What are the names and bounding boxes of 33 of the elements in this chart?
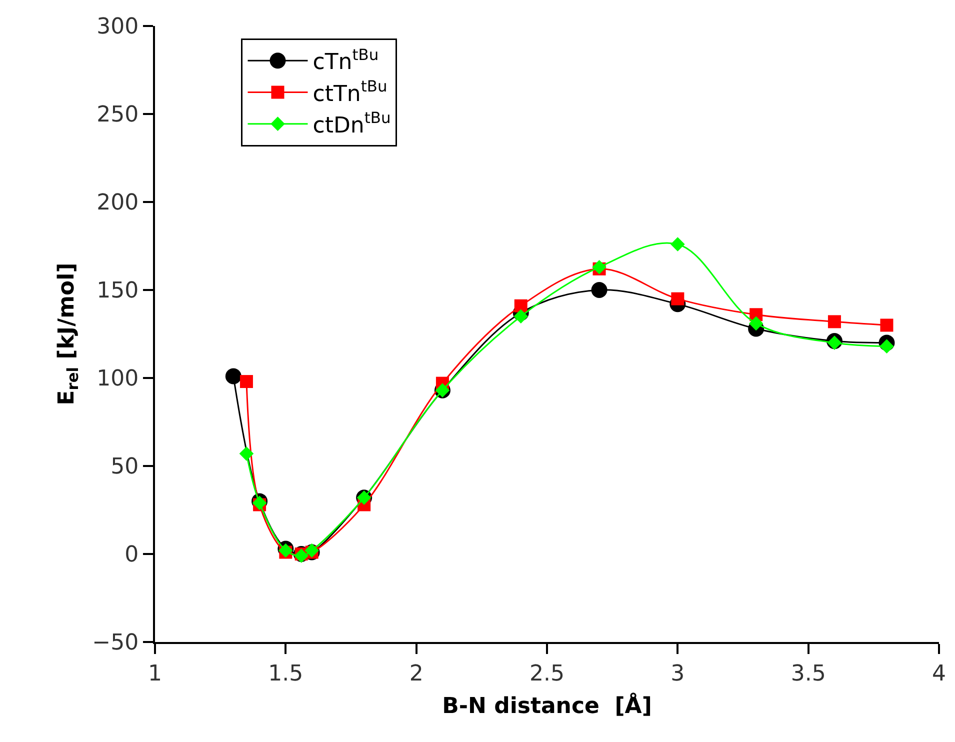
- legend-label: cTn$^{tBu}$: [312, 46, 379, 76]
- x-tick-label: 3.5: [790, 661, 826, 686]
- legend-label: ctDn$^{tBu}$: [312, 109, 391, 138]
- point: [514, 309, 528, 324]
- x-tick-label: 1: [148, 661, 162, 686]
- point: [239, 446, 254, 461]
- point: [225, 368, 242, 384]
- point: [670, 237, 685, 252]
- point: [591, 282, 608, 298]
- point: [592, 260, 606, 274]
- point: [880, 318, 894, 332]
- y-tick-label: 300: [96, 14, 139, 40]
- point: [828, 315, 841, 328]
- x-tick-label: 2: [409, 661, 424, 686]
- y-tick-label: 0: [124, 542, 139, 568]
- y-tick-label: −50: [92, 630, 139, 656]
- point: [294, 548, 308, 563]
- point: [240, 375, 253, 388]
- point: [671, 292, 684, 306]
- x-tick-label: 4: [932, 661, 946, 686]
- point: [514, 299, 528, 312]
- y-tick-label: 200: [96, 190, 139, 216]
- y-tick-label: 250: [96, 102, 139, 128]
- legend-label: ctTn$^{tBu}$: [312, 78, 388, 107]
- x-tick-label: 2.5: [530, 661, 564, 686]
- point: [880, 339, 894, 354]
- x-axis-title: B-N distance [Å]: [442, 692, 652, 719]
- y-tick-label: 100: [96, 366, 139, 392]
- y-tick-label: 150: [96, 278, 139, 304]
- y-tick-label: 50: [110, 454, 139, 480]
- point: [748, 316, 764, 331]
- x-tick-label: 3: [670, 661, 685, 686]
- x-tick-label: 1.5: [268, 661, 304, 686]
